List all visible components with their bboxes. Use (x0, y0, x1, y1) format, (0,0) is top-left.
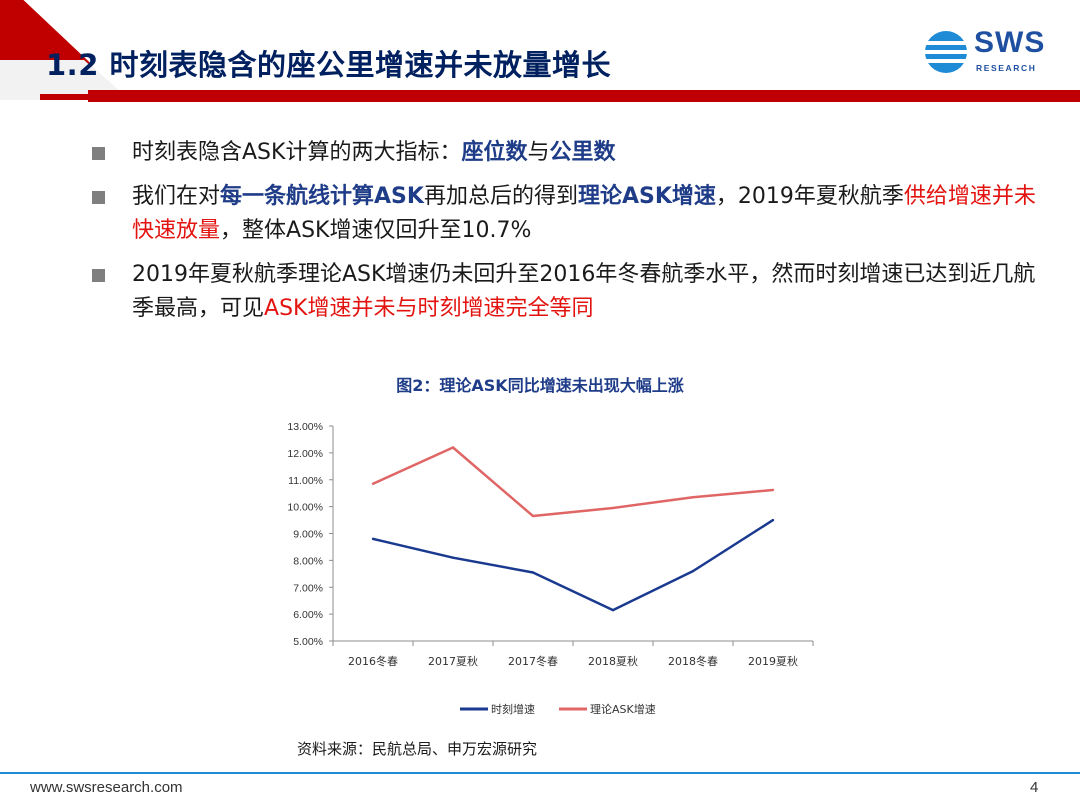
data-point (771, 518, 775, 522)
chart-title: 图2：理论ASK同比增速未出现大幅上涨 (396, 376, 684, 395)
y-tick-label: 9.00% (293, 529, 323, 541)
y-tick-label: 6.00% (293, 609, 323, 621)
bullet-bold-text: 座位数 (461, 140, 528, 165)
x-tick-label: 2019夏秋 (748, 654, 798, 668)
bullet-square-icon (92, 191, 105, 204)
header-corner-red (0, 0, 85, 60)
logo-subtitle: RESEARCH (976, 63, 1037, 73)
footer-url[interactable]: www.swsresearch.com (30, 779, 183, 796)
y-tick-label: 5.00% (293, 636, 323, 648)
x-tick-label: 2018夏秋 (588, 654, 638, 668)
x-tick-label: 2018冬春 (668, 654, 718, 668)
bullet-bold-text: 理论ASK增速 (577, 184, 716, 209)
data-point (611, 608, 615, 612)
header-red-bar-left (40, 94, 92, 100)
data-point (451, 446, 455, 449)
slide-header: 1.2 时刻表隐含的座公里增速并未放量增长 SWS RESEARCH (0, 0, 1080, 108)
y-tick-label: 7.00% (293, 582, 323, 594)
series-line-1 (372, 519, 774, 612)
header-decoration (0, 0, 1080, 102)
bullet-item: 我们在对每一条航线计算ASK再加总后的得到理论ASK增速，2019年夏秋航季供给… (92, 180, 1052, 248)
y-tick-label: 11.00% (288, 475, 323, 487)
y-tick-label: 8.00% (293, 555, 323, 567)
x-tick-label: 2017冬春 (508, 654, 558, 668)
sws-globe-icon (925, 31, 967, 73)
x-axis: 2016冬春 2017夏秋 2017冬春 2018夏秋 2018冬春 2019夏秋 (332, 640, 814, 668)
bullet-item: 2019年夏秋航季理论ASK增速仍未回升至2016年冬春航季水平，然而时刻增速已… (92, 258, 1052, 326)
data-point (451, 556, 455, 559)
bullet-text: ，2019年夏秋航季 (715, 184, 904, 209)
bullet-list: 时刻表隐含ASK计算的两大指标：座位数与公里数 我们在对每一条航线计算ASK再加… (92, 136, 1052, 336)
bullet-text: 与 (527, 140, 550, 165)
y-tick-label: 12.00% (287, 448, 323, 460)
bullet-square-icon (92, 269, 105, 282)
data-point (691, 496, 695, 499)
bullet-text: 再加总后的得到 (423, 184, 578, 209)
chart-legend: 时刻增速 理论ASK增速 (460, 702, 656, 716)
series-layer (371, 446, 775, 612)
page-number: 4 (1030, 779, 1039, 796)
source-note: 资料来源：民航总局、申万宏源研究 (297, 740, 538, 758)
header-red-bar (88, 90, 1080, 102)
data-point (371, 482, 375, 485)
data-point (531, 514, 535, 518)
bullet-red-text: 供给增速并未快速放量 (132, 184, 1036, 243)
legend-label: 理论ASK增速 (590, 702, 656, 716)
series-line-2 (372, 446, 774, 518)
y-axis: 5.00% 6.00% 7.00% 8.00% 9.00% 10.00% 11.00% 12.… (287, 421, 334, 648)
bullet-item: 时刻表隐含ASK计算的两大指标：座位数与公里数 (92, 136, 1052, 170)
bullet-bold-text: 公里数 (549, 140, 616, 165)
footer-divider (0, 772, 1080, 774)
header-diagonal (21, 0, 93, 67)
bullet-red-text: ASK增速并未与时刻增速完全等同 (264, 296, 594, 321)
slide-title: 1.2 时刻表隐含的座公里增速并未放量增长 (46, 48, 611, 82)
bullet-text: 我们在对 (132, 184, 221, 209)
bullet-text: 2019年夏秋航季理论ASK增速仍未回升至2016年冬春航季水平，然而时刻增速已… (132, 262, 1036, 321)
line-chart: 5.00% 6.00% 7.00% 8.00% 9.00% 10.00% 11.00% 12.… (287, 421, 814, 716)
bullet-square-icon (92, 147, 105, 160)
data-point (691, 569, 695, 573)
data-point (531, 571, 535, 574)
data-point (771, 488, 775, 492)
y-tick-label: 10.00% (287, 502, 323, 514)
data-point (371, 537, 375, 541)
data-point (611, 506, 615, 510)
sws-logo: SWS RESEARCH (922, 26, 1062, 78)
bullet-text: 时刻表隐含ASK计算的两大指标： (132, 140, 462, 165)
x-tick-label: 2016冬春 (348, 654, 398, 668)
x-tick-label: 2017夏秋 (428, 654, 478, 668)
logo-wordmark: SWS (974, 26, 1046, 59)
bullet-text: ，整体ASK增速仅回升至10.7% (220, 218, 532, 243)
bullet-bold-text: 每一条航线计算ASK (220, 184, 424, 209)
y-tick-label: 13.00% (287, 421, 323, 433)
legend-label: 时刻增速 (491, 702, 535, 716)
